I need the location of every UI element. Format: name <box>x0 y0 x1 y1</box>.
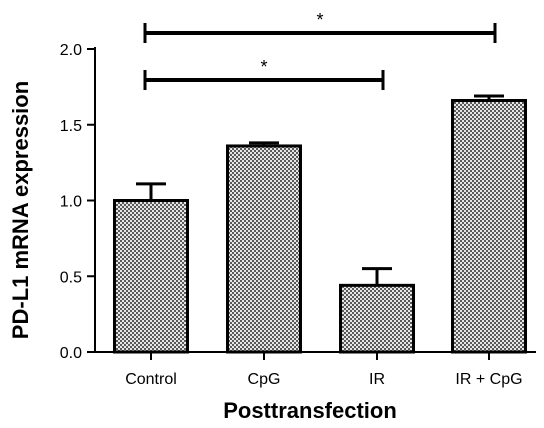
significance-label: * <box>316 10 323 30</box>
bar <box>228 146 301 352</box>
y-tick-label: 1.0 <box>60 194 82 211</box>
bar <box>115 201 188 353</box>
x-axis-title: Posttransfection <box>223 398 397 423</box>
bar <box>341 285 414 352</box>
y-tick-label: 1.5 <box>60 118 82 135</box>
y-tick-label: 0.0 <box>60 345 82 362</box>
x-tick-label: Control <box>125 371 177 388</box>
y-axis-title: PD-L1 mRNA expression <box>8 81 33 339</box>
y-tick-label: 2.0 <box>60 42 82 59</box>
x-tick-label: CpG <box>248 371 281 388</box>
x-tick-label: IR <box>369 371 385 388</box>
x-tick-label: IR + CpG <box>455 371 522 388</box>
significance-label: * <box>260 57 267 77</box>
y-tick-label: 0.5 <box>60 269 82 286</box>
bar <box>453 101 526 352</box>
